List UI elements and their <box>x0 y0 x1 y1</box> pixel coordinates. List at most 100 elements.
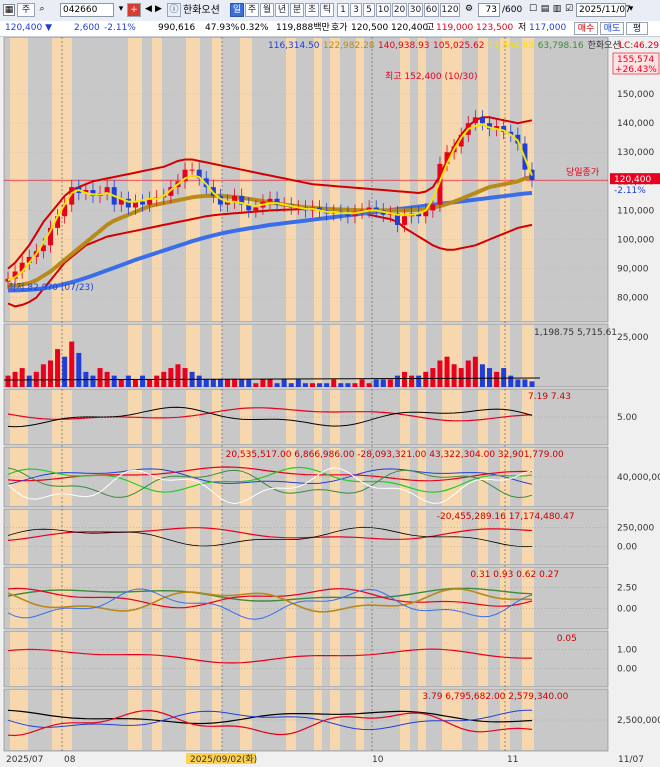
indicator-legend: 0.31 0.93 0.62 0.27 <box>470 570 559 580</box>
print-icon[interactable]: ▥ <box>552 4 562 14</box>
chart-area[interactable]: 150,000140,000130,000120,000110,000100,0… <box>0 37 660 767</box>
ma-short-line <box>7 123 533 282</box>
price-legend-item: 한화오션 <box>588 40 621 51</box>
highlight-stripe <box>10 38 28 321</box>
highlight-stripe <box>522 510 534 564</box>
calendar-icon[interactable]: ▾ <box>628 4 634 14</box>
search-icon[interactable]: ⌕ <box>39 4 45 14</box>
indicator-line <box>7 466 533 493</box>
right-price-box <box>612 52 660 75</box>
price-legend-item: 63,798.16 <box>538 41 584 51</box>
highlight-stripe <box>500 38 510 321</box>
candle-body <box>217 195 223 205</box>
interval-30[interactable]: 30 <box>408 3 423 17</box>
interval-5[interactable]: 5 <box>363 3 375 17</box>
volume-bar <box>232 379 238 387</box>
panel-bg-6 <box>3 630 609 688</box>
volume-bar <box>210 379 216 387</box>
interval-1[interactable]: 1 <box>337 3 349 17</box>
candle-body <box>90 190 96 196</box>
volume-bar <box>465 360 471 387</box>
indicator-tick-label: 0.00 <box>617 542 637 552</box>
lock-icon[interactable]: ▤ <box>540 4 550 14</box>
highlight-stripe <box>418 632 426 686</box>
highlight-stripe <box>152 568 162 628</box>
count-input[interactable]: 73 <box>478 3 500 17</box>
volume-bar <box>522 379 528 387</box>
volume-bar <box>217 379 223 387</box>
balance-button[interactable]: 평 <box>626 22 648 35</box>
period-week[interactable]: 주 <box>245 3 259 17</box>
volume-bar <box>175 364 181 387</box>
x-axis-label: 2025/09/02(화) <box>190 754 257 765</box>
highlight-stripe <box>400 568 410 628</box>
volume-bar <box>168 368 174 387</box>
stock-code-input[interactable]: 042660 <box>60 3 114 17</box>
highlight-stripe <box>400 448 410 506</box>
highlight-stripe <box>522 390 534 444</box>
interval-60[interactable]: 60 <box>424 3 439 17</box>
highlight-stripe <box>128 325 142 386</box>
market-select[interactable]: 주 <box>17 3 35 17</box>
bid-ask-label: 호가 <box>331 23 348 33</box>
favorite-icon[interactable]: + <box>127 3 141 17</box>
indicator-line <box>7 407 533 422</box>
period-day[interactable]: 일 <box>230 3 244 17</box>
volume-bar <box>196 375 202 387</box>
price-tick-label: 140,000 <box>617 119 654 129</box>
price-tick-label: 150,000 <box>617 90 654 100</box>
indicator-line <box>7 587 533 609</box>
candle-body <box>515 134 521 144</box>
candle-body <box>430 204 436 211</box>
dropdown-arrow-icon[interactable]: ▾ <box>118 4 124 14</box>
interval-20[interactable]: 20 <box>392 3 407 17</box>
indicator-legend: -20,455,289.16 17,174,480.47 <box>437 512 575 522</box>
bid-price: 120,400 <box>391 23 429 33</box>
period-month[interactable]: 월 <box>260 3 274 17</box>
highlight-stripe <box>286 568 296 628</box>
period-second[interactable]: 초 <box>305 3 319 17</box>
volume-bar <box>437 360 443 387</box>
period-minute[interactable]: 분 <box>290 3 304 17</box>
candle-body <box>437 163 443 205</box>
highlight-stripe <box>286 448 296 506</box>
volume-bar <box>387 379 393 387</box>
low-price: 117,000 <box>529 23 567 33</box>
date-input[interactable]: 2025/11/07 <box>576 3 631 17</box>
volume-bar <box>125 375 131 387</box>
grid-icon[interactable]: ▦ <box>3 4 15 16</box>
interval-10[interactable]: 10 <box>376 3 391 17</box>
highlight-stripe <box>418 38 426 321</box>
highlight-stripe <box>128 38 142 321</box>
stock-name: 한화오션 <box>183 5 220 16</box>
indicator-tick-label: 2,500,000 <box>617 716 660 726</box>
highlight-stripe <box>10 510 28 564</box>
highlight-stripe <box>522 448 534 506</box>
volume-bar <box>309 383 315 387</box>
interval-120[interactable]: 120 <box>440 3 460 17</box>
price-legend-item: 140,938.93 <box>378 41 430 51</box>
volume-bar <box>182 368 188 387</box>
candle-body <box>274 198 280 205</box>
current-price-label: 120,400 <box>614 175 651 185</box>
candle-body <box>55 216 61 228</box>
candle-body <box>494 126 500 129</box>
period-tick[interactable]: 틱 <box>320 3 334 17</box>
next-stock-icon[interactable]: ▶ <box>155 4 162 14</box>
volume-bar <box>274 383 280 387</box>
price-value: 120,400 <box>5 23 43 33</box>
settings-icon[interactable]: ⚙ <box>464 4 474 14</box>
volume-bar <box>359 379 365 387</box>
indicator-line <box>7 587 533 602</box>
period-year[interactable]: 년 <box>275 3 289 17</box>
x-axis-label: 08 <box>64 755 76 765</box>
volume-ratio: 47.93% <box>205 23 240 33</box>
checkbox2-icon[interactable]: ☑ <box>564 4 574 14</box>
stock-info-icon[interactable]: ⓘ <box>167 3 181 17</box>
interval-3[interactable]: 3 <box>350 3 362 17</box>
prev-stock-icon[interactable]: ◀ <box>145 4 152 14</box>
buy-order-button[interactable]: 매수 <box>574 22 598 35</box>
sell-order-button[interactable]: 매도 <box>600 22 624 35</box>
checkbox-icon[interactable]: ☐ <box>528 4 538 14</box>
